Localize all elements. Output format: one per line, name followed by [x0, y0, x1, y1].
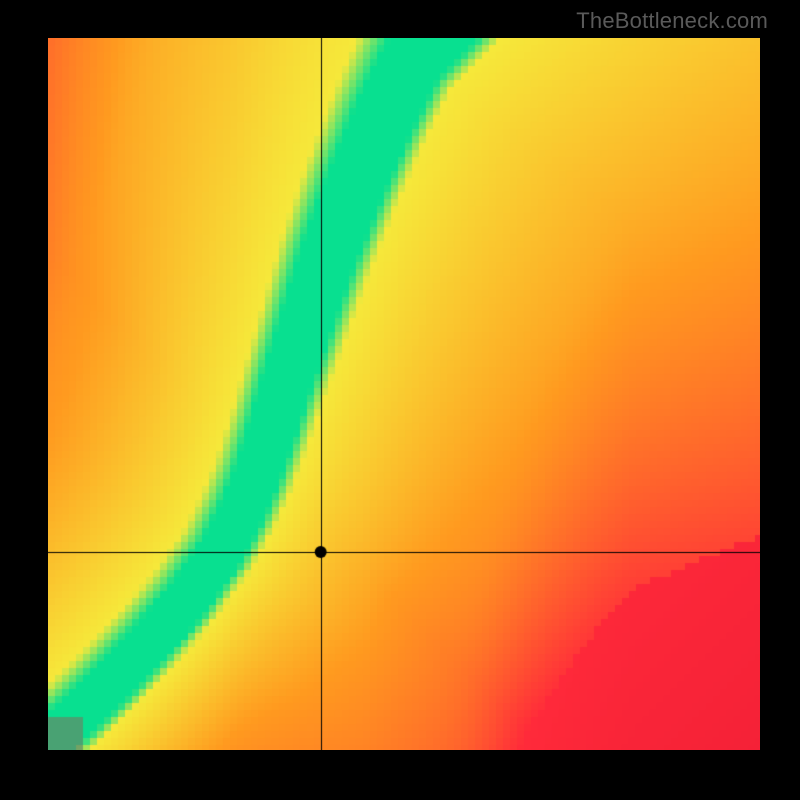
watermark-text: TheBottleneck.com	[576, 8, 768, 34]
bottleneck-heatmap	[48, 38, 760, 750]
heatmap-canvas	[48, 38, 760, 750]
